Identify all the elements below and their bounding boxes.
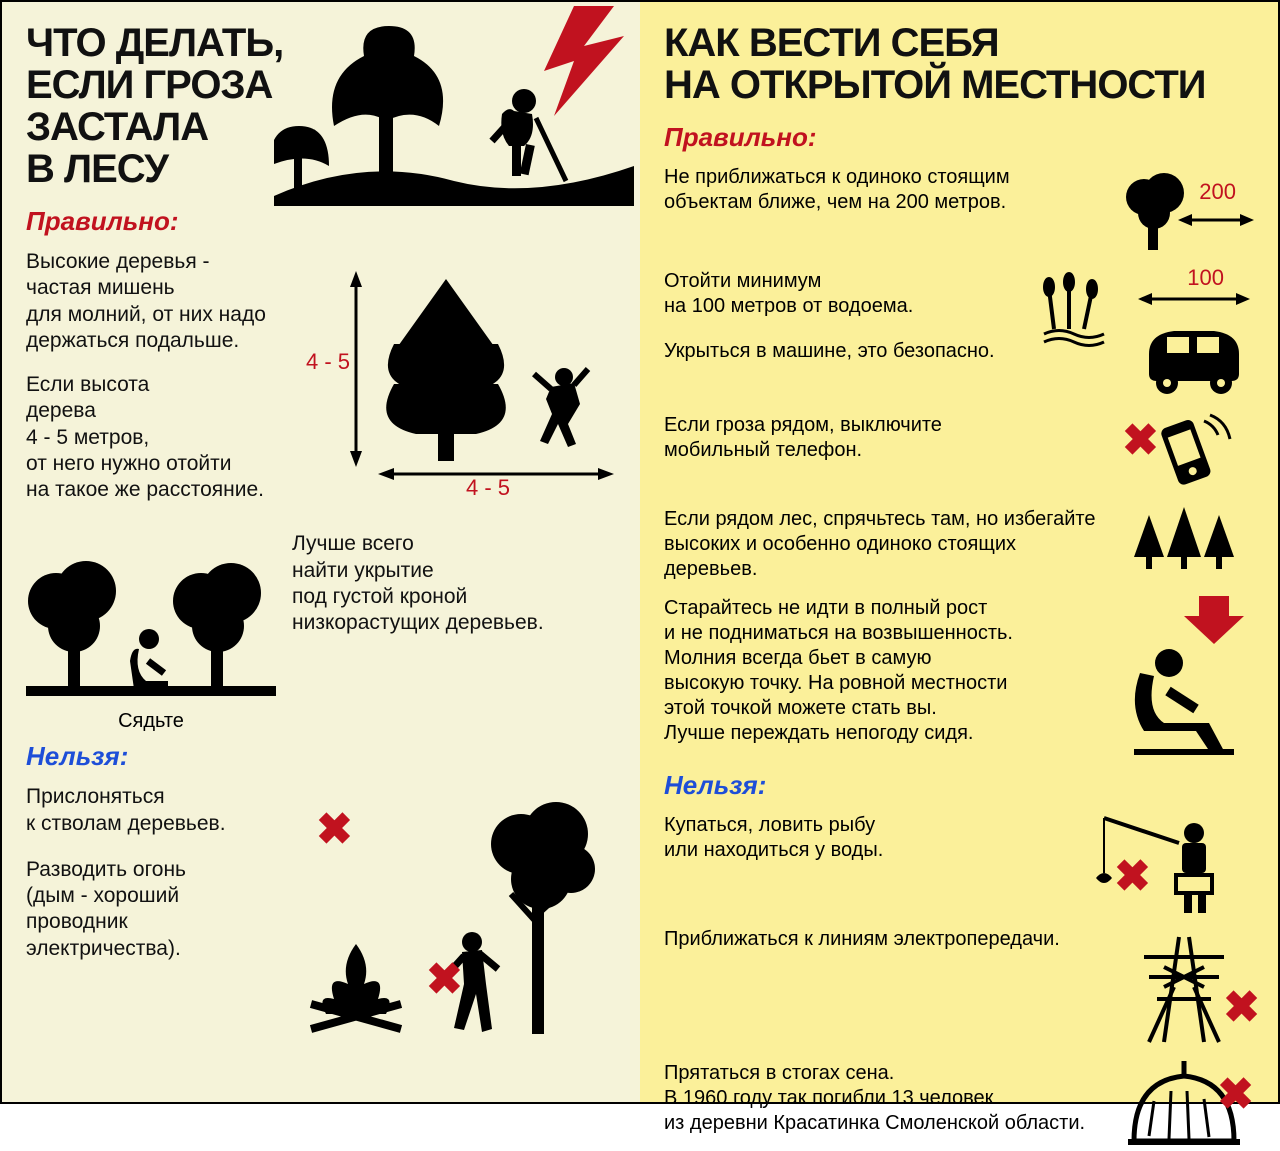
left-wrong-p1: Прислоняться к стволам деревьев. [26, 784, 270, 837]
left-correct-p3: Лучше всего найти укрытие под густой кро… [292, 531, 616, 636]
right-wrong-p1: Купаться, ловить рыбу или находиться у в… [664, 813, 1080, 863]
haystack-icon: ✖ [1114, 1061, 1254, 1151]
dist-vertical: 4 - 5 [306, 349, 350, 375]
panel-forest: ЧТО ДЕЛАТЬ, ЕСЛИ ГРОЗА ЗАСТАЛА В ЛЕСУ Пр… [2, 2, 640, 1102]
left-correct-p1: Высокие деревья - частая мишень для молн… [26, 249, 300, 354]
sit-under-trees-icon: Сядьте [26, 531, 276, 733]
x-icon: ✖ [1122, 415, 1159, 466]
right-correct-p1: Не приближаться к одиноко стоящим объект… [664, 165, 1100, 215]
right-correct-p3: Укрыться в машине, это безопасно. [664, 339, 1020, 364]
phone-off-icon: ✖ [1114, 413, 1254, 493]
right-wrong-label: Нельзя: [664, 770, 1254, 801]
left-correct-label: Правильно: [26, 206, 616, 237]
sit-down-icon [1104, 596, 1254, 756]
fishing-icon: ✖ [1094, 813, 1254, 913]
left-wrong-p2: Разводить огонь (дым - хороший проводник… [26, 857, 270, 962]
right-title: КАК ВЕСТИ СЕБЯ НА ОТКРЫТОЙ МЕСТНОСТИ [664, 22, 1254, 106]
right-correct-p4: Если гроза рядом, выключите мобильный те… [664, 413, 1100, 463]
x-icon: ✖ [426, 954, 463, 1005]
lone-tree-icon: 200 [1114, 165, 1254, 255]
right-wrong-p2: Приближаться к линиям электропередачи. [664, 927, 1100, 952]
x-icon: ✖ [316, 804, 353, 855]
left-wrong-label: Нельзя: [26, 741, 616, 772]
power-line-icon: ✖ [1114, 927, 1254, 1047]
forest-icon [1114, 507, 1254, 577]
x-icon: ✖ [1223, 982, 1260, 1033]
dist-200: 200 [1199, 179, 1236, 205]
panel-open-terrain: КАК ВЕСТИ СЕБЯ НА ОТКРЫТОЙ МЕСТНОСТИ Пра… [640, 2, 1278, 1102]
water-car-icon: 100 [1034, 269, 1254, 399]
tree-distance-icon: 4 - 5 4 - 5 [316, 249, 616, 499]
left-correct-p2: Если высота дерева 4 - 5 метров, от него… [26, 372, 300, 503]
right-correct-p5: Если рядом лес, спрячьтесь там, но избег… [664, 507, 1100, 582]
dist-100: 100 [1187, 265, 1224, 291]
x-icon: ✖ [1217, 1069, 1254, 1120]
x-icon: ✖ [1114, 851, 1151, 902]
right-correct-p2: Отойти минимум на 100 метров от водоема. [664, 269, 1020, 319]
right-wrong-p3: Прятаться в стогах сена. В 1960 году так… [664, 1061, 1100, 1136]
wrong-icons: ✖ ✖ [286, 784, 616, 1044]
right-correct-p6: Старайтесь не идти в полный рост и не по… [664, 596, 1090, 746]
forest-header-scene-icon [274, 6, 634, 206]
dist-horizontal: 4 - 5 [466, 475, 510, 501]
infographic: ЧТО ДЕЛАТЬ, ЕСЛИ ГРОЗА ЗАСТАЛА В ЛЕСУ Пр… [0, 0, 1280, 1104]
sit-caption: Сядьте [26, 710, 276, 733]
right-correct-label: Правильно: [664, 122, 1254, 153]
